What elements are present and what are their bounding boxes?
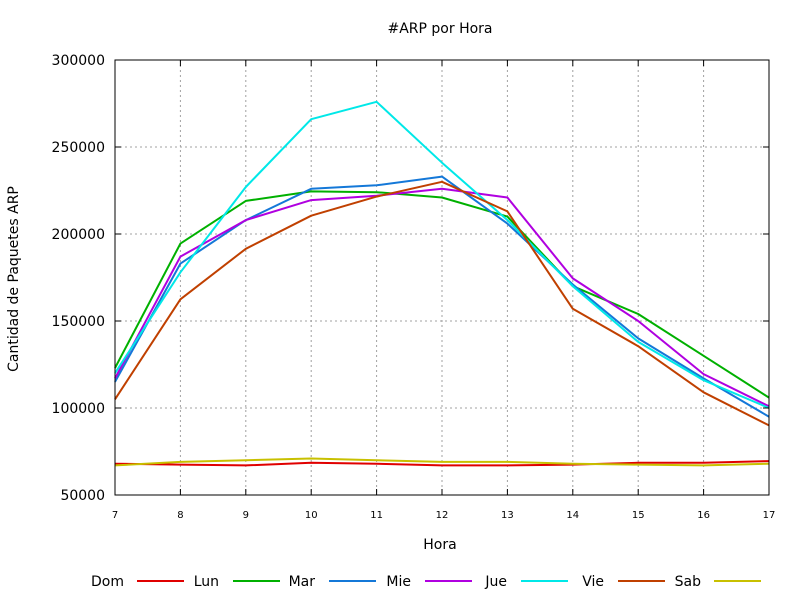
legend-item-lun: Lun	[194, 574, 280, 590]
legend-item-dom: Dom	[91, 574, 184, 590]
legend-label: Sab	[675, 574, 701, 590]
y-axis-label: Cantidad de Paquetes ARP	[6, 186, 22, 372]
series-line-mar	[114, 175, 770, 418]
x-tick-label: 13	[501, 510, 514, 521]
series-line-vie	[114, 180, 770, 427]
x-tick-label: 7	[112, 510, 118, 521]
legend-item-vie: Vie	[582, 574, 665, 590]
legend-item-mie: Mie	[386, 574, 472, 590]
series-line-dom	[114, 460, 770, 467]
x-tick-label: 16	[697, 510, 710, 521]
y-tick-labels: 50000 100000 150000 200000 250000 300000	[52, 53, 769, 504]
y-tick-label: 300000	[52, 53, 105, 69]
x-tick-label: 8	[177, 510, 183, 521]
legend-label: Vie	[582, 574, 604, 590]
series-lines	[114, 100, 770, 467]
x-axis-label: Hora	[423, 537, 456, 553]
x-tick-label: 17	[763, 510, 776, 521]
legend: Dom Lun Mar Mie Jue Vie Sab	[91, 574, 761, 590]
x-tick-label: 15	[632, 510, 645, 521]
y-tick-label: 200000	[52, 227, 105, 243]
legend-label: Lun	[194, 574, 219, 590]
legend-item-sab: Sab	[675, 574, 761, 590]
series-line-sab	[114, 457, 770, 467]
series-line-mie	[114, 187, 770, 408]
y-tick-label: 250000	[52, 140, 105, 156]
x-tick-label: 14	[566, 510, 579, 521]
y-tick-label: 50000	[60, 488, 105, 504]
y-tick-label: 150000	[52, 314, 105, 330]
legend-label: Jue	[484, 574, 507, 590]
x-tick-label: 11	[370, 510, 383, 521]
grid	[115, 60, 769, 495]
legend-label: Dom	[91, 574, 124, 590]
x-tick-labels: 7 8 9 10 11 12 13 14 15 16 17	[112, 60, 776, 521]
chart-title: #ARP por Hora	[387, 21, 492, 37]
series-line-jue	[114, 100, 770, 409]
legend-item-mar: Mar	[289, 574, 376, 590]
legend-item-jue: Jue	[484, 574, 568, 590]
y-tick-label: 100000	[52, 401, 105, 417]
x-tick-label: 9	[243, 510, 249, 521]
x-tick-label: 10	[305, 510, 318, 521]
legend-label: Mie	[386, 574, 411, 590]
legend-label: Mar	[289, 574, 316, 590]
x-tick-label: 12	[436, 510, 449, 521]
